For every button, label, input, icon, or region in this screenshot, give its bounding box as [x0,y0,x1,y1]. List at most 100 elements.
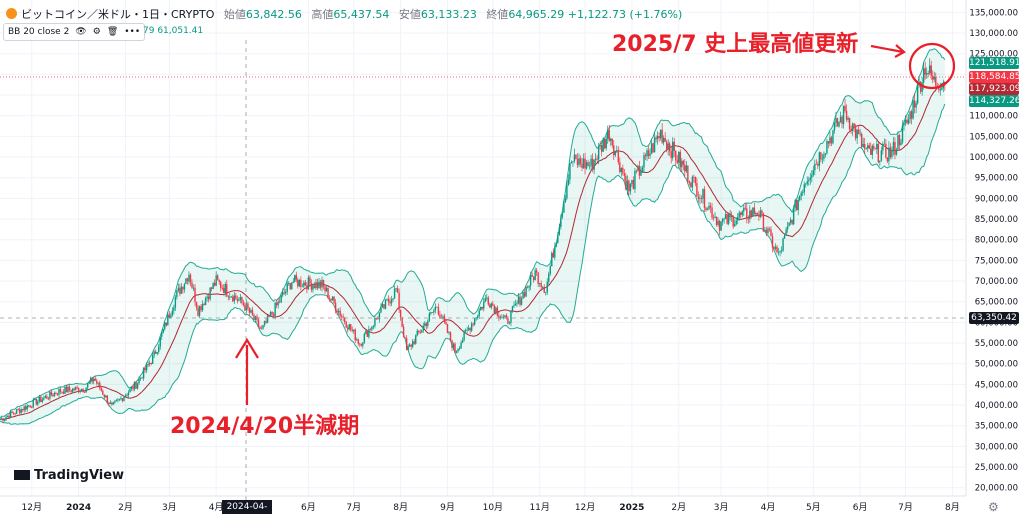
candle-body [916,83,919,104]
x-tick-label: 3月 [714,502,729,513]
candle-body [525,286,527,297]
time-axis[interactable]: 12月 2024 2月 3月 4月 6月 7月 8月 9月 10月 11月 12月 2025 2月 3月 4月… [22,502,960,513]
candle-body [106,395,109,403]
candle-body [561,212,564,217]
candle-body [886,157,889,162]
y-tick-label: 25,000.00 [975,463,1018,473]
candle-body [848,117,851,130]
x-tick-label: 2025 [619,503,644,513]
candle-body [773,247,775,249]
candle-body [165,322,167,326]
candle-body [20,409,22,413]
ath-annotation: 2025/7 史上最高値更新 [612,32,859,57]
candle-body [436,306,438,308]
x-tick-label: 5月 [806,502,821,513]
more-icon[interactable]: ••• [124,27,141,37]
candle-body [720,221,722,231]
candle-body [687,165,689,182]
candle-body [883,143,886,145]
candle-body [850,129,852,131]
candle-body [192,287,195,289]
candle-body [76,387,78,388]
indicator-legend[interactable]: BB 20 close 2 👁 ⚙ 🗑 ••• [3,23,146,41]
candle-body [818,152,821,166]
candle-body [345,321,347,328]
candle-body [17,409,19,411]
candle-body [88,382,90,384]
candle-body [764,229,766,232]
candle-body [230,296,232,298]
candle-body [770,229,772,237]
x-tick-label: 8月 [393,502,408,513]
candle-body [901,125,904,143]
candle-body [927,73,929,74]
y-tick-label: 20,000.00 [975,484,1018,494]
candle-body [14,413,16,415]
ath-circle [908,42,956,90]
candle-body [809,177,811,181]
candle-body [241,297,243,303]
tradingview-logo[interactable]: TradingView [14,468,124,483]
candle-body [823,154,825,159]
candle-body [363,333,366,343]
candle-body [903,122,905,126]
candle-body [43,397,45,400]
candle-body [715,216,718,225]
candle-body [156,351,158,354]
candle-body [359,343,361,345]
candle-body [180,286,183,294]
candle-body [910,111,913,119]
delete-icon[interactable]: 🗑 [106,27,119,37]
candle-body [212,282,214,289]
candle-body [117,399,119,401]
y-tick-label: 130,000.00 [969,29,1018,39]
axis-settings-icon[interactable]: ⚙ [988,500,999,514]
candle-body [767,228,769,234]
candle-body [86,383,89,388]
candle-body [472,323,474,325]
symbol-title[interactable]: ビットコイン／米ドル・1日・CRYPTO [21,8,215,21]
candle-body [401,317,403,327]
candle-body [859,133,861,135]
price-label-last: 118,584.85 [969,71,1021,83]
candle-body [467,327,470,330]
candle-body [251,310,254,316]
candle-body [346,327,349,330]
candle-body [664,137,666,142]
candle-body [32,399,34,408]
candle-body [672,141,674,158]
y-tick-label: 100,000.00 [969,153,1018,163]
candle-body [761,210,763,214]
price-chart[interactable]: 20,000.00 25,000.00 30,000.00 35,000.00 40,0… [0,0,1024,516]
candle-body [229,296,231,298]
candle-body [150,362,152,364]
candle-body [120,398,122,399]
settings-icon[interactable]: ⚙ [92,27,101,37]
candle-body [425,323,428,326]
price-label-crosshair: 63,350.42 [969,312,1019,324]
candle-body [490,303,493,308]
candle-body [239,297,242,301]
candle-body [486,297,488,299]
candle-body [587,162,589,166]
candle-body [133,382,136,390]
candle-body [554,246,556,258]
candle-body [350,324,352,330]
candle-body [265,321,267,323]
candle-body [268,315,270,317]
candle-body [656,136,659,140]
candle-body [888,147,890,162]
candle-body [285,291,287,294]
candle-body [808,180,810,182]
eye-icon[interactable]: 👁 [75,27,87,37]
candle-body [224,284,226,293]
price-label-bb-lower: 114,327.26 [969,95,1021,107]
candle-body [874,148,876,150]
candle-body [776,246,778,253]
candle-body [416,330,418,336]
candle-body [799,195,801,200]
candle-body [298,279,301,287]
candle-body [839,116,842,122]
candle-body [711,207,713,218]
candle-body [407,346,409,351]
